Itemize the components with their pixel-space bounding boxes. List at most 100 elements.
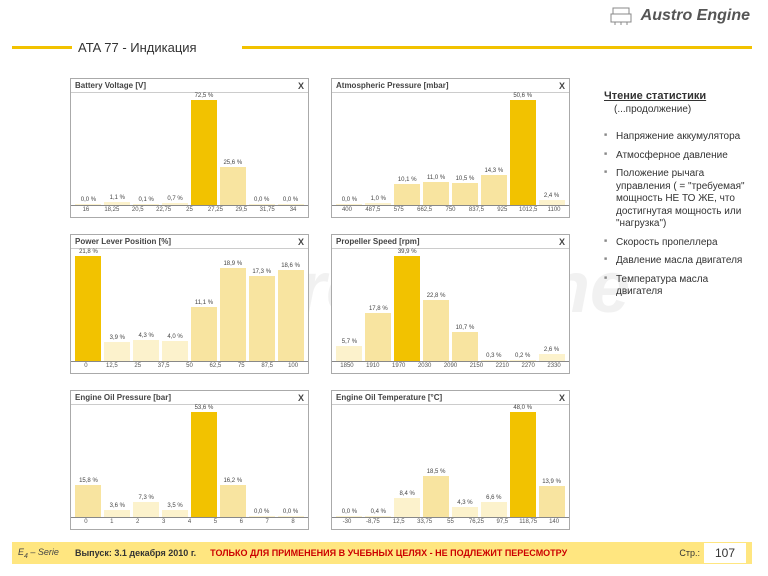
bar-label: 18,5 % [427, 469, 446, 475]
footer-page-label: Стр.: [679, 548, 700, 558]
chart-body: 0,0 %0,4 %8,4 %18,5 %4,3 %6,6 %48,0 %13,… [332, 405, 569, 517]
bar [481, 502, 507, 517]
bar-label: 18,9 % [223, 261, 242, 267]
bar [365, 516, 391, 517]
chart-title: Engine Oil Temperature [°C] [336, 393, 442, 402]
close-icon[interactable]: X [559, 237, 565, 247]
bar-label: 16,2 % [223, 478, 242, 484]
bar-label: 3,6 % [110, 503, 125, 509]
engine-icon [607, 6, 635, 26]
chart-axis: 012345678 [71, 517, 308, 529]
bar-wrap: 13,9 % [537, 405, 566, 517]
axis-tick: 487,5 [360, 207, 386, 216]
bar [278, 204, 304, 205]
footer: E4 – Serie Выпуск: 3.1 декабря 2010 г. Т… [12, 542, 752, 564]
bar-label: 8,4 % [400, 491, 415, 497]
bar-label: 10,1 % [398, 177, 417, 183]
bar [75, 485, 101, 517]
bar-wrap: 4,0 % [161, 249, 190, 361]
bar [394, 498, 420, 517]
axis-tick: 1970 [386, 363, 412, 372]
chart-box: Atmospheric Pressure [mbar]X0,0 %1,0 %10… [331, 78, 570, 218]
axis-tick: 837,5 [463, 207, 489, 216]
axis-tick: 37,5 [151, 363, 177, 372]
bar-wrap: 21,8 % [74, 249, 103, 361]
axis-tick: 118,75 [515, 519, 541, 528]
bar [510, 412, 536, 517]
axis-tick: 1910 [360, 363, 386, 372]
bar-label: 18,6 % [281, 263, 300, 269]
axis-tick: 31,75 [254, 207, 280, 216]
close-icon[interactable]: X [298, 81, 304, 91]
bar-wrap: 0,4 % [364, 405, 393, 517]
bar [510, 360, 536, 361]
chart-header: Propeller Speed [rpm]X [332, 235, 569, 249]
chart-body: 21,8 %3,9 % 4,3 % 4,0 %11,1 % 18,9 % 17,3 % 1… [71, 249, 308, 361]
sidebar-item: Положение рычага управления ( = "требуем… [604, 168, 752, 231]
chart-header: Battery Voltage [V]X [71, 79, 308, 93]
bar-label: 0,2 % [515, 353, 530, 359]
bar-wrap: 0,0 % [247, 405, 276, 517]
bar [481, 360, 507, 361]
bar-label: 6,6 % [486, 495, 501, 501]
bar-label: 4,3 % [139, 333, 154, 339]
bar [104, 202, 130, 205]
bar-label: 0,0 % [342, 509, 357, 515]
axis-tick: 12,5 [386, 519, 412, 528]
close-icon[interactable]: X [298, 393, 304, 403]
bar-wrap: 17,3 % [247, 249, 276, 361]
chart-header: Engine Oil Pressure [bar]X [71, 391, 308, 405]
bar [423, 300, 449, 361]
chart-body: 0,0 %1,1 %0,1 %0,7 %72,5 %25,6 %0,0 %0,0… [71, 93, 308, 205]
bar [510, 100, 536, 205]
axis-tick: 0 [73, 363, 99, 372]
bar-wrap: 5,7 % [335, 249, 364, 361]
axis-tick: 20,5 [125, 207, 151, 216]
bar [162, 510, 188, 517]
bar-label: 2,4 % [544, 193, 559, 199]
bar-label: 4,3 % [457, 500, 472, 506]
bar [249, 204, 275, 205]
bar-label: 22,8 % [427, 293, 446, 299]
close-icon[interactable]: X [559, 393, 565, 403]
footer-series: E4 – Serie [18, 547, 59, 560]
axis-tick: -30 [334, 519, 360, 528]
axis-tick: 75 [228, 363, 254, 372]
axis-tick: 0 [73, 519, 99, 528]
bar [278, 270, 304, 362]
bar-label: 0,0 % [81, 197, 96, 203]
axis-tick: -8,75 [360, 519, 386, 528]
bar-wrap: 2,4 % [537, 93, 566, 205]
axis-tick: 22,75 [151, 207, 177, 216]
bar [336, 516, 362, 517]
bar [423, 182, 449, 205]
bar [75, 204, 101, 205]
close-icon[interactable]: X [298, 237, 304, 247]
bar-wrap: 0,7 % [161, 93, 190, 205]
bar-wrap: 11,1 % [190, 249, 219, 361]
axis-tick: 34 [280, 207, 306, 216]
axis-tick: 97,5 [489, 519, 515, 528]
axis-tick: 925 [489, 207, 515, 216]
bar-label: 14,3 % [484, 168, 503, 174]
bar [539, 200, 565, 205]
sidebar-item: Температура масла двигателя [604, 274, 752, 299]
axis-tick: 5 [202, 519, 228, 528]
axis-tick: 2030 [412, 363, 438, 372]
bar [365, 313, 391, 361]
bar [220, 485, 246, 517]
axis-tick: 750 [438, 207, 464, 216]
bar-wrap: 15,8 % [74, 405, 103, 517]
page-title: ATA 77 - Индикация [78, 40, 197, 55]
chart-box: Battery Voltage [V]X0,0 %1,1 %0,1 %0,7 %… [70, 78, 309, 218]
bar-label: 15,8 % [79, 478, 98, 484]
bar-wrap: 3,6 % [103, 405, 132, 517]
bar-label: 0,1 % [139, 197, 154, 203]
bar-wrap: 53,6 % [190, 405, 219, 517]
bar-wrap: 8,4 % [393, 405, 422, 517]
bar-wrap: 10,5 % [451, 93, 480, 205]
axis-tick: 400 [334, 207, 360, 216]
close-icon[interactable]: X [559, 81, 565, 91]
axis-tick: 50 [177, 363, 203, 372]
bar-wrap: 3,9 % [103, 249, 132, 361]
